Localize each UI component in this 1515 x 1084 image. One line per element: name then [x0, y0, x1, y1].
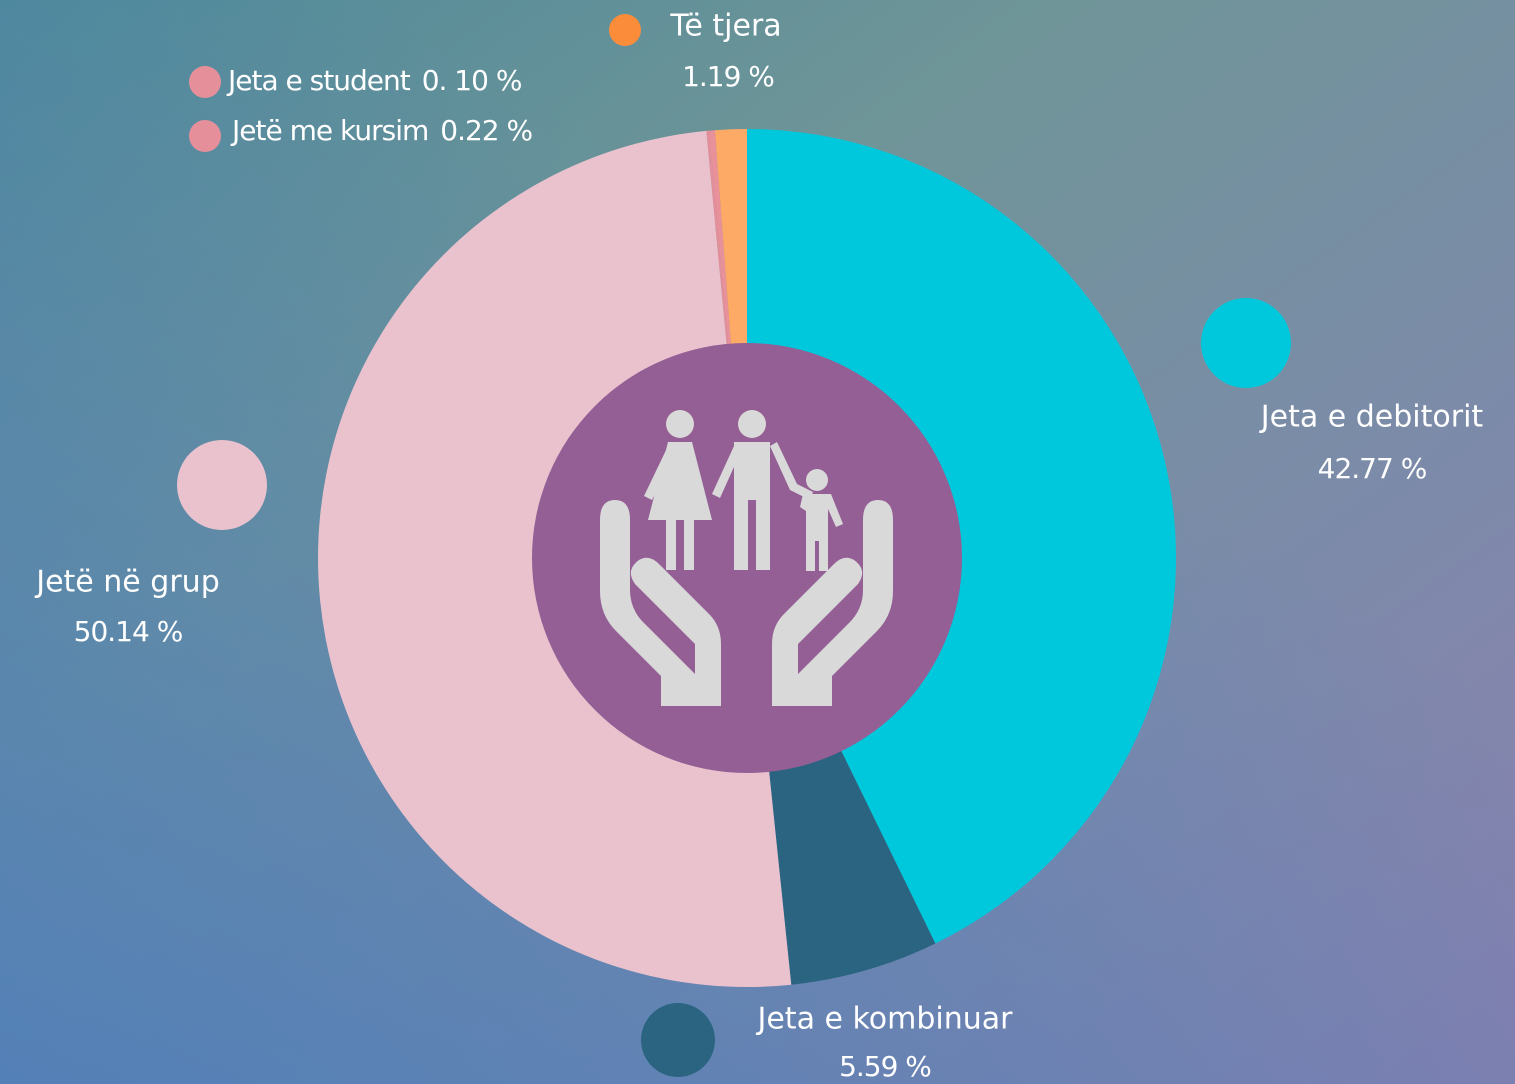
legend-label: Jetë në grup [34, 565, 220, 600]
value-label: 0. 10 % [422, 64, 522, 97]
value-label: 50.14 % [74, 615, 183, 648]
value-label: 1.19 % [682, 60, 774, 93]
legend-dot [609, 14, 641, 46]
legend-dot [189, 120, 221, 152]
legend-label: Të tjera [669, 9, 781, 44]
legend-name: Jetë me kursim [230, 114, 428, 147]
value-label: 42.77 % [1318, 452, 1427, 485]
legend-dot [641, 1003, 715, 1077]
value-label: 0.22 % [440, 114, 532, 147]
legend-label: Jeta e student 0. 10 % [226, 64, 522, 97]
legend-dot [189, 66, 221, 98]
legend-label: Jetë me kursim 0.22 % [230, 114, 532, 147]
family-icon [600, 410, 893, 706]
value-label: 5.59 % [839, 1050, 931, 1083]
legend-dot [177, 440, 267, 530]
legend-label: Jeta e debitorit [1259, 400, 1484, 435]
legend-dot [1201, 298, 1291, 388]
legend-label: Jeta e kombinuar [756, 1002, 1014, 1037]
legend-name: Jeta e student [226, 64, 411, 97]
